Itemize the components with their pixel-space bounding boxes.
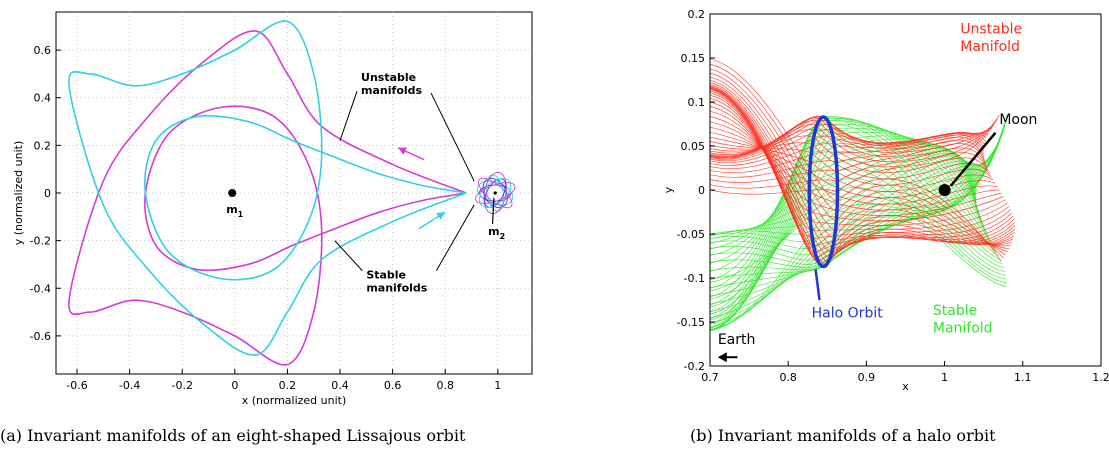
- y-tick-label: 0.15: [681, 52, 706, 65]
- lissajous-loop: [482, 177, 508, 209]
- x-tick-label: 0.6: [384, 379, 402, 392]
- label-halo-orbit: Halo Orbit: [812, 306, 884, 322]
- unstable-direction-arrow-head: [397, 147, 407, 155]
- lissajous-loop: [483, 171, 507, 215]
- panel-b-y-axis-label: y: [662, 186, 675, 193]
- unstable-manifold-curve: [68, 30, 467, 366]
- y-tick-label: -0.4: [30, 282, 51, 295]
- panel-b-ticks: 0.7 0.8 0.9 1 1.1 1.2 0.2 0.15 0.1 0.05 0 -0.05 -0.1…: [677, 8, 1109, 384]
- x-tick-label: -0.4: [119, 379, 140, 392]
- y-tick-label: 0: [698, 184, 705, 197]
- stable-manifold-trajectory: [710, 155, 979, 235]
- moon-pointer: [949, 131, 997, 187]
- stable-manifold-trajectory: [710, 148, 996, 289]
- unstable-manifold-trajectory: [710, 121, 1000, 211]
- panel-b-series: [710, 58, 1016, 332]
- y-tick-label: -0.6: [30, 330, 51, 343]
- y-tick-label: -0.15: [677, 316, 705, 329]
- label-manifold: Manifold: [960, 39, 1020, 55]
- label-moon: Moon: [999, 112, 1037, 128]
- halo-orbit: [807, 115, 840, 269]
- annotation-0-line-1: manifolds: [361, 84, 422, 97]
- panel-a-y-axis-label: y (normalized unit): [12, 141, 25, 246]
- x-tick-label: 1: [941, 371, 948, 384]
- x-tick-label: 0.9: [858, 371, 876, 384]
- y-tick-label: 0.4: [34, 92, 52, 105]
- panel-b-annotations: Unstable Manifold Moon Halo Orbit Stable Mani…: [717, 21, 1037, 363]
- panel-a-series: [68, 20, 516, 366]
- y-tick-label: 0.2: [34, 139, 52, 152]
- halo-pointer: [814, 269, 821, 301]
- annotation-leader: [430, 92, 475, 182]
- x-tick-label: 0.8: [779, 371, 797, 384]
- moon-marker: [938, 184, 951, 196]
- mass-label-1: m1: [226, 203, 243, 219]
- unstable-manifold-trajectory: [710, 115, 1000, 195]
- lissajous-loop: [484, 178, 507, 208]
- x-tick-label: 0.2: [279, 379, 297, 392]
- lissajous-loop: [479, 178, 512, 208]
- earth-direction-arrow-head: [717, 352, 727, 363]
- unstable-manifold-trajectory: [710, 118, 998, 189]
- x-tick-label: -0.2: [171, 379, 192, 392]
- mass-label-2: m2: [488, 225, 505, 241]
- label-unstable: Unstable: [960, 21, 1022, 37]
- m2-pointer: [491, 197, 495, 224]
- x-tick-label: 1.1: [1014, 371, 1032, 384]
- label-manifold: Manifold: [933, 321, 993, 337]
- caption-a: (a) Invariant manifolds of an eight-shap…: [0, 426, 466, 445]
- y-tick-label: -0.1: [684, 272, 705, 285]
- stable-direction-arrow-head: [436, 212, 446, 220]
- y-tick-label: 0.05: [681, 140, 706, 153]
- panel-a-ticks: -0.6 -0.4 -0.2 0 0.2 0.4 0.6 0.8 1 0.6 0.4 0.2 0 -0.2…: [30, 44, 502, 392]
- panel-b-trajectories: [710, 58, 1016, 332]
- primary-mass-m1: [228, 189, 237, 197]
- x-tick-label: -0.6: [66, 379, 87, 392]
- y-tick-label: 0.6: [34, 44, 52, 57]
- lissajous-loop: [477, 180, 514, 206]
- y-tick-label: 0.1: [688, 96, 706, 109]
- caption-b: (b) Invariant manifolds of a halo orbit: [690, 426, 996, 445]
- stable-manifold-trajectory: [710, 122, 1007, 330]
- panel-a-grid: [56, 12, 532, 374]
- y-tick-label: 0: [44, 187, 51, 200]
- x-tick-label: 0.7: [701, 371, 719, 384]
- annotation-leader: [339, 90, 358, 141]
- panel-a-lissajous: -0.6 -0.4 -0.2 0 0.2 0.4 0.6 0.8 1 0.6 0.4 0.2 0 -0.2…: [12, 11, 533, 407]
- panel-b-halo: 0.7 0.8 0.9 1 1.1 1.2 0.2 0.15 0.1 0.05 0 -0.05 -0.1…: [662, 8, 1109, 393]
- panel-b-x-axis-label: x: [902, 380, 909, 393]
- x-tick-label: 0.4: [331, 379, 349, 392]
- lissajous-orbit: [474, 171, 516, 215]
- stable-manifold-trajectory: [710, 137, 1001, 312]
- lissajous-loop: [474, 182, 516, 204]
- annotation-0-line-0: Unstable: [361, 71, 416, 84]
- y-tick-label: 0.2: [688, 8, 706, 21]
- secondary-mass-m2: [493, 191, 497, 195]
- label-earth: Earth: [718, 332, 756, 348]
- x-tick-label: 1: [494, 379, 501, 392]
- annotation-1-line-1: manifolds: [366, 282, 427, 295]
- y-tick-label: -0.2: [684, 360, 705, 373]
- annotation-1-line-0: Stable: [366, 269, 406, 282]
- label-stable: Stable: [933, 303, 977, 319]
- annotation-leader: [334, 240, 363, 272]
- y-tick-label: -0.05: [677, 228, 705, 241]
- stable-manifold-curve: [68, 20, 467, 356]
- panel-a-x-axis-label: x (normalized unit): [242, 394, 347, 407]
- x-tick-label: 0.8: [436, 379, 454, 392]
- x-tick-label: 1.2: [1092, 371, 1109, 384]
- y-tick-label: -0.2: [30, 235, 51, 248]
- x-tick-label: 0: [231, 379, 238, 392]
- lissajous-loop: [477, 177, 513, 209]
- annotation-leader: [435, 204, 475, 271]
- unstable-manifold-trajectory: [710, 117, 985, 159]
